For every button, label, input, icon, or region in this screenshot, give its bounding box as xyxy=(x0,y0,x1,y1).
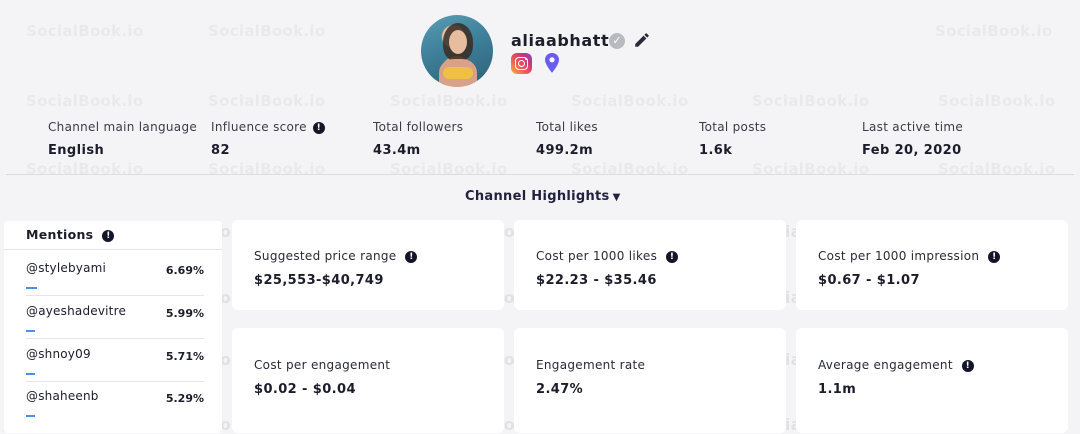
stat-value: 43.4m xyxy=(373,143,421,158)
mentions-panel: Mentions! @stylebyami 6.69% @ayeshadevitre… xyxy=(4,221,222,433)
card-label: Engagement rate xyxy=(536,358,646,372)
info-icon[interactable]: ! xyxy=(405,250,418,263)
metric-card: Cost per engagement $0.02 - $0.04 xyxy=(232,328,504,433)
stat-5: Last active time Feb 20, 2020 xyxy=(862,120,963,158)
stat-value: 499.2m xyxy=(536,143,594,158)
info-icon[interactable]: ! xyxy=(666,250,679,263)
stat-2: Total followers 43.4m xyxy=(373,120,463,158)
stat-label: Total followers xyxy=(373,120,464,134)
watermark-text: SocialBook.io xyxy=(752,92,869,110)
stat-label: Channel main language xyxy=(48,120,198,134)
watermark-text: SocialBook.io xyxy=(26,160,143,178)
divider xyxy=(26,381,204,382)
watermark-text: SocialBook.io xyxy=(938,160,1055,178)
watermark-text: SocialBook.io xyxy=(26,92,143,110)
info-icon[interactable]: ! xyxy=(312,121,325,134)
watermark-text: SocialBook.io xyxy=(208,160,325,178)
pencil-icon[interactable] xyxy=(633,31,651,49)
avatar[interactable] xyxy=(421,15,493,87)
mention-bar xyxy=(26,373,35,375)
card-value: 1.1m xyxy=(818,382,857,397)
divider xyxy=(26,338,204,339)
stat-4: Total posts 1.6k xyxy=(699,120,766,158)
mention-row[interactable]: @shnoy09 5.71% xyxy=(26,347,204,389)
mention-percent: 5.71% xyxy=(165,350,204,363)
stat-label: Last active time xyxy=(862,120,964,134)
channel-highlights-label: Channel Highlights xyxy=(465,189,610,204)
stat-label: Total posts xyxy=(699,120,767,134)
stat-value: English xyxy=(48,143,105,158)
card-value: $22.23 - $35.46 xyxy=(536,273,657,288)
info-icon[interactable]: ! xyxy=(988,250,1001,263)
verified-check-icon: ✓ xyxy=(609,33,625,49)
mention-handle[interactable]: @shaheenb xyxy=(26,389,99,403)
mention-handle[interactable]: @stylebyami xyxy=(26,261,107,275)
location-pin-icon[interactable] xyxy=(543,52,561,74)
instagram-icon[interactable] xyxy=(511,53,532,74)
watermark-text: SocialBook.io xyxy=(752,160,869,178)
watermark-text: SocialBook.io xyxy=(208,22,325,40)
watermark-text: SocialBook.io xyxy=(26,22,143,40)
mentions-title: Mentions xyxy=(26,227,94,242)
stat-label: Total likes xyxy=(536,120,598,134)
watermark-text: SocialBook.io xyxy=(390,160,507,178)
mention-handle[interactable]: @shnoy09 xyxy=(26,347,91,361)
watermark-text: SocialBook.io xyxy=(571,160,688,178)
stat-label: Influence score! xyxy=(211,120,325,134)
stat-value: Feb 20, 2020 xyxy=(862,143,962,158)
stat-value: 82 xyxy=(211,143,230,158)
watermark-text: SocialBook.io xyxy=(935,22,1052,40)
stat-0: Channel main language English xyxy=(48,120,197,158)
metric-card: Engagement rate 2.47% xyxy=(514,328,786,433)
card-label: Cost per 1000 likes! xyxy=(536,249,679,263)
card-label: Cost per engagement xyxy=(254,358,391,372)
card-value: $0.02 - $0.04 xyxy=(254,382,356,397)
divider xyxy=(26,295,204,296)
mention-bar xyxy=(26,287,37,289)
metric-card: Cost per 1000 impression! $0.67 - $1.07 xyxy=(796,220,1068,310)
watermark-text: SocialBook.io xyxy=(571,92,688,110)
card-value: 2.47% xyxy=(536,382,584,397)
mention-row[interactable]: @stylebyami 6.69% xyxy=(26,261,204,303)
channel-highlights-toggle[interactable]: Channel Highlights ▼ xyxy=(465,189,621,204)
metric-card: Cost per 1000 likes! $22.23 - $35.46 xyxy=(514,220,786,310)
card-label: Cost per 1000 impression! xyxy=(818,249,1001,263)
card-value: $0.67 - $1.07 xyxy=(818,273,920,288)
username[interactable]: aliaabhatt xyxy=(511,31,610,50)
chevron-down-icon: ▼ xyxy=(612,192,621,203)
metric-card: Suggested price range! $25,553-$40,749 xyxy=(232,220,504,310)
card-label: Average engagement! xyxy=(818,358,974,372)
mention-row[interactable]: @shaheenb 5.29% xyxy=(26,389,204,431)
mention-percent: 6.69% xyxy=(165,264,204,277)
info-icon[interactable]: ! xyxy=(102,229,115,242)
card-label: Suggested price range! xyxy=(254,249,418,263)
card-value: $25,553-$40,749 xyxy=(254,273,384,288)
stat-3: Total likes 499.2m xyxy=(536,120,598,158)
mention-percent: 5.29% xyxy=(165,392,204,405)
mention-row[interactable]: @ayeshadevitre 5.99% xyxy=(26,304,204,346)
mention-bar xyxy=(26,330,35,332)
mention-percent: 5.99% xyxy=(165,307,204,320)
mention-bar xyxy=(26,415,35,417)
metric-card: Average engagement! 1.1m xyxy=(796,328,1068,433)
watermark-text: SocialBook.io xyxy=(938,92,1055,110)
stat-value: 1.6k xyxy=(699,143,733,158)
mentions-title-wrap: Mentions! xyxy=(26,227,115,242)
mention-handle[interactable]: @ayeshadevitre xyxy=(26,304,127,318)
info-icon[interactable]: ! xyxy=(961,359,974,372)
watermark-text: SocialBook.io xyxy=(208,92,325,110)
watermark-text: SocialBook.io xyxy=(390,92,507,110)
stat-1: Influence score! 82 xyxy=(211,120,325,158)
divider xyxy=(6,174,1074,175)
